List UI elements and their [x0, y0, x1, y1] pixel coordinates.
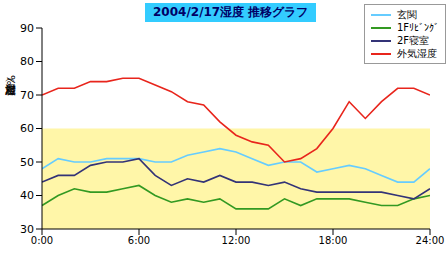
svg-text:6:00: 6:00 [128, 235, 150, 246]
html-text:1Fﾘﾋﾞﾝｸﾞ: 1Fﾘﾋﾞﾝｸﾞ [396, 22, 439, 33]
html-text:玄関: 玄関 [396, 8, 417, 20]
svg-text:24:00: 24:00 [416, 235, 440, 246]
html-text:相対湿度（%）: 相対湿度（%） [4, 75, 17, 86]
svg-text:50: 50 [20, 156, 34, 169]
svg-text:18:00: 18:00 [319, 235, 348, 246]
html-text:2F寝室: 2F寝室 [396, 34, 429, 46]
svg-text:12:00: 12:00 [222, 235, 251, 246]
html-text:2004/2/17湿度 推移グラフ: 2004/2/17湿度 推移グラフ [153, 5, 309, 19]
svg-text:40: 40 [20, 189, 34, 202]
svg-text:80: 80 [20, 55, 34, 68]
svg-text:30: 30 [20, 223, 34, 236]
svg-text:70: 70 [20, 89, 34, 102]
html-text:外気湿度: 外気湿度 [396, 47, 437, 59]
svg-text:0:00: 0:00 [31, 235, 53, 246]
svg-text:60: 60 [20, 122, 34, 135]
svg-text:90: 90 [20, 22, 34, 35]
